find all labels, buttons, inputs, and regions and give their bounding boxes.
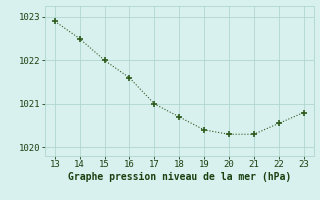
X-axis label: Graphe pression niveau de la mer (hPa): Graphe pression niveau de la mer (hPa) bbox=[68, 172, 291, 182]
